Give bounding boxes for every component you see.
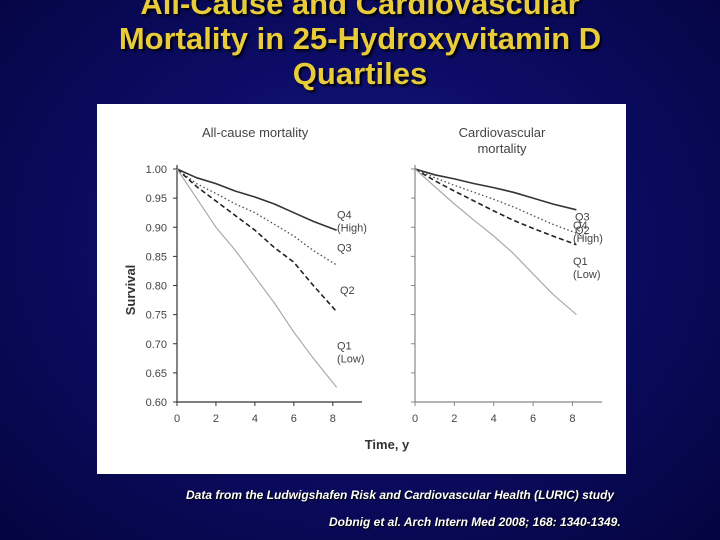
x-tick-label-1: 4 xyxy=(252,413,258,425)
x-tick-label-1: 8 xyxy=(330,413,336,425)
series-line-q2-panel-2 xyxy=(414,168,577,246)
series-label-2-1: Q4 xyxy=(573,220,588,232)
series-label-2-4: (Low) xyxy=(573,269,601,281)
chart-title-2-line-1: Cardiovascular xyxy=(459,125,546,140)
series-label-1-2: Q3 xyxy=(337,243,352,255)
series-label-2-2: Q3 xyxy=(575,211,590,223)
series-line-q1-low--panel-1 xyxy=(176,168,338,388)
series-line-q2-panel-1 xyxy=(176,168,338,313)
y-tick-label: 0.95 xyxy=(146,193,167,205)
series-label-2-4: Q1 xyxy=(573,256,588,268)
title-line-3: Quartiles xyxy=(292,56,428,91)
y-tick-label: 0.85 xyxy=(146,251,167,263)
slide-title: All-Cause and Cardiovascular Mortality i… xyxy=(0,0,720,91)
y-axis-label: Survival xyxy=(123,265,138,316)
series-label-1-1: (High) xyxy=(337,223,367,235)
x-tick-label-1: 6 xyxy=(291,413,297,425)
chart-title-1-line-1: All-cause mortality xyxy=(202,125,309,140)
y-tick-label: 0.80 xyxy=(146,281,167,293)
series-label-1-4: Q1 xyxy=(337,341,352,353)
x-tick-label-2: 6 xyxy=(530,413,536,425)
y-tick-label: 0.60 xyxy=(146,397,167,409)
title-line-2: Mortality in 25-Hydroxyvitamin D xyxy=(118,21,602,56)
x-tick-label-2: 2 xyxy=(451,413,457,425)
series-line-q4-high--panel-2 xyxy=(414,168,577,211)
series-label-1-3: Q2 xyxy=(340,285,355,297)
series-label-2-3: Q2 xyxy=(575,225,590,237)
y-tick-label: 1.00 xyxy=(146,164,167,176)
series-line-q1-low--panel-2 xyxy=(414,168,577,316)
citation-caption: Dobnig et al. Arch Intern Med 2008; 168:… xyxy=(329,515,621,529)
x-tick-label-2: 4 xyxy=(491,413,497,425)
series-line-q3-panel-1 xyxy=(176,168,338,266)
data-source-caption: Data from the Ludwigshafen Risk and Card… xyxy=(186,488,615,502)
series-line-q3-panel-2 xyxy=(414,168,577,234)
survival-chart-svg: All-cause mortality 1.00 0.95 0.90 0.85 0.80 0… xyxy=(123,125,603,452)
x-tick-label-2: 0 xyxy=(412,413,418,425)
x-axis-label: Time, y xyxy=(365,437,410,452)
x-tick-label-2: 8 xyxy=(569,413,575,425)
series-label-1-4: (Low) xyxy=(337,354,365,366)
y-tick-label: 0.70 xyxy=(146,339,167,351)
title-line-1: All-Cause and Cardiovascular xyxy=(140,0,580,21)
x-tick-label-1: 0 xyxy=(174,413,180,425)
x-tick-label-1: 2 xyxy=(213,413,219,425)
survival-figure: All-cause mortality 1.00 0.95 0.90 0.85 0.80 0… xyxy=(97,104,626,474)
y-tick-label: 0.75 xyxy=(146,310,167,322)
series-label-1-1: Q4 xyxy=(337,210,352,222)
series-label-2-1: (High) xyxy=(573,233,603,245)
y-tick-label: 0.65 xyxy=(146,368,167,380)
series-line-q4-high--panel-1 xyxy=(176,168,337,231)
chart-title-2-line-2: mortality xyxy=(477,141,527,156)
y-tick-label: 0.90 xyxy=(146,222,167,234)
